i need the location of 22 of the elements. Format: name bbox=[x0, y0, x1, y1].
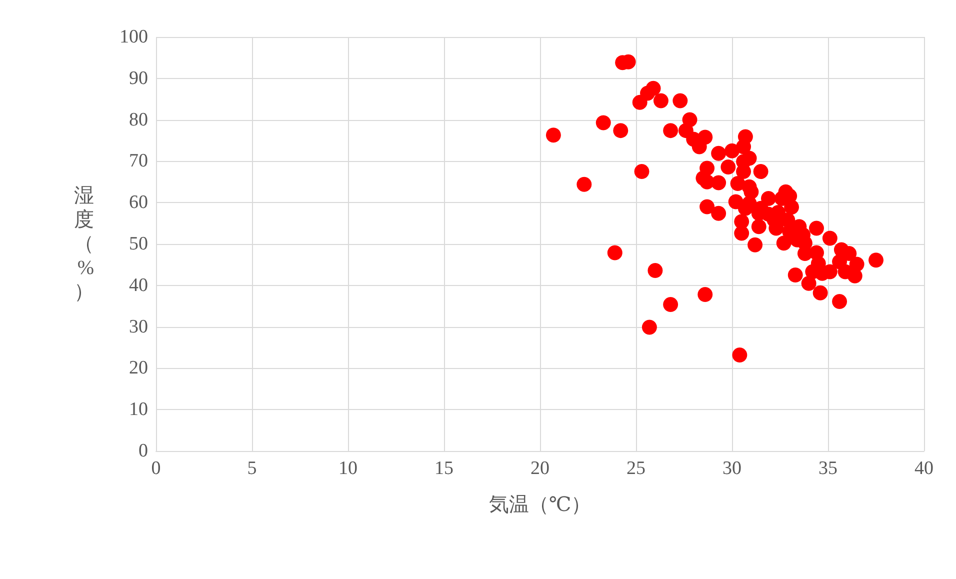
y-tick-label: 30 bbox=[129, 316, 148, 338]
x-tick-label: 10 bbox=[338, 458, 358, 479]
x-tick-label: 5 bbox=[247, 458, 257, 479]
y-tick-label: 0 bbox=[138, 440, 148, 462]
y-tick-label: 70 bbox=[129, 150, 148, 172]
x-tick-label: 20 bbox=[530, 458, 550, 479]
x-tick-label: 40 bbox=[914, 458, 934, 479]
y-tick-label: 10 bbox=[129, 399, 148, 420]
y-axis-title: 湿度（%） bbox=[74, 185, 94, 303]
x-tick-label: 15 bbox=[434, 458, 454, 479]
y-tick-label: 100 bbox=[120, 26, 148, 48]
y-tick-label: 40 bbox=[129, 274, 148, 296]
y-tick-label: 50 bbox=[129, 234, 148, 254]
x-tick-label: 30 bbox=[722, 458, 742, 479]
y-tick-label: 90 bbox=[129, 68, 148, 89]
x-tick-label: 25 bbox=[626, 458, 646, 479]
x-tick-label: 0 bbox=[151, 458, 161, 479]
x-axis-title: 気温（℃） bbox=[488, 494, 592, 516]
y-tick-label: 60 bbox=[129, 192, 148, 214]
y-tick-label: 20 bbox=[129, 358, 148, 379]
y-tick-label: 80 bbox=[129, 109, 148, 130]
x-tick-label: 35 bbox=[818, 458, 838, 479]
